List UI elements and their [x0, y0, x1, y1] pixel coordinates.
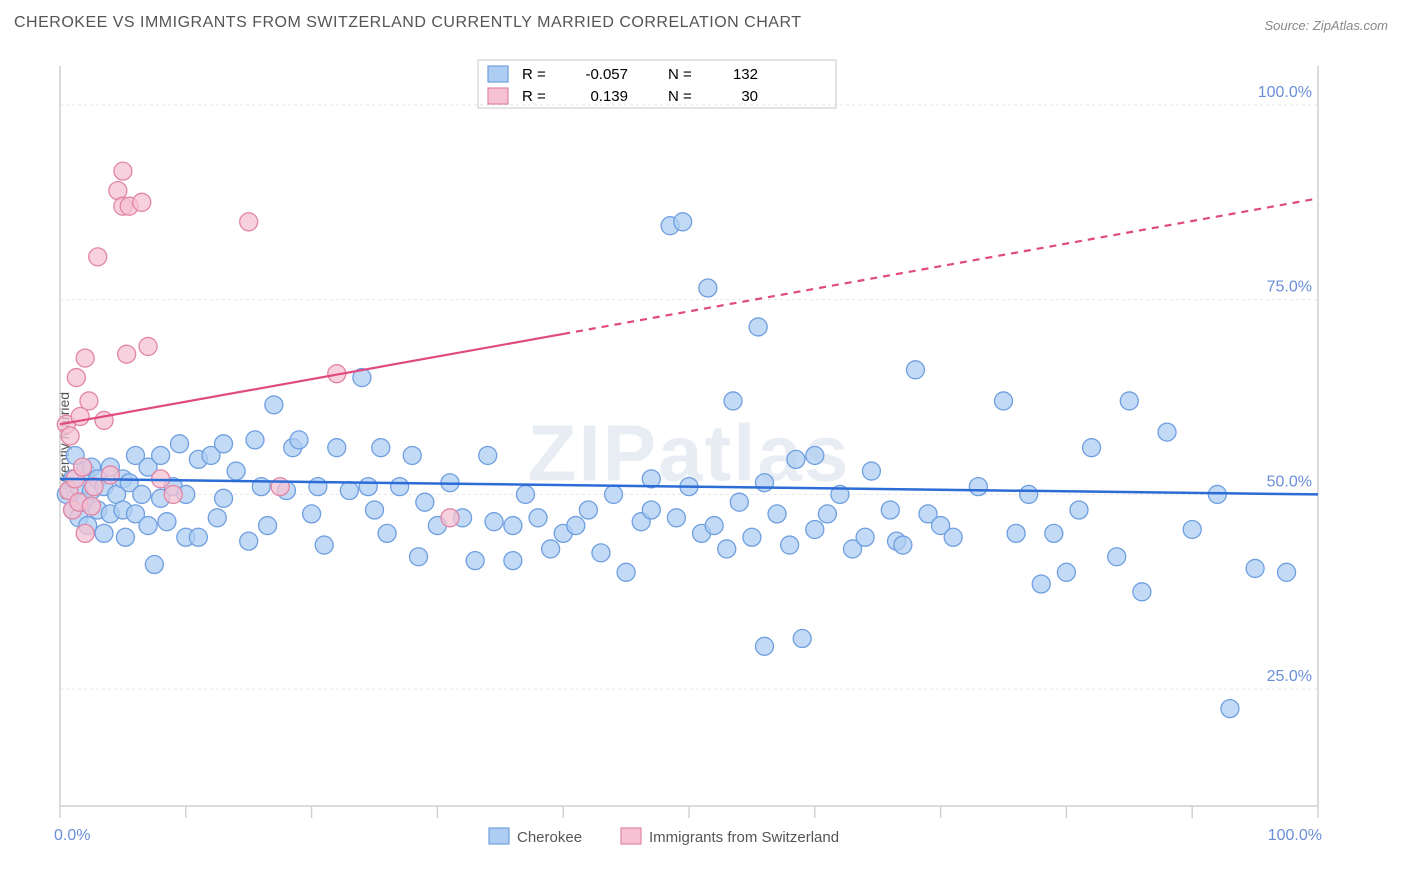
svg-text:Cherokee: Cherokee: [517, 829, 582, 846]
svg-text:-0.057: -0.057: [585, 66, 628, 83]
scatter-plot: ZIPatlas25.0%50.0%75.0%100.0%0.0%100.0%R…: [48, 54, 1368, 824]
chart-svg: ZIPatlas25.0%50.0%75.0%100.0%0.0%100.0%R…: [48, 54, 1368, 880]
svg-text:50.0%: 50.0%: [1267, 473, 1312, 490]
svg-text:100.0%: 100.0%: [1268, 827, 1322, 844]
svg-text:Immigrants from Switzerland: Immigrants from Switzerland: [649, 829, 839, 846]
source-label: Source: ZipAtlas.com: [1264, 18, 1388, 33]
svg-text:N =: N =: [668, 88, 692, 105]
chart-title: CHEROKEE VS IMMIGRANTS FROM SWITZERLAND …: [14, 14, 802, 32]
svg-text:0.0%: 0.0%: [54, 827, 90, 844]
svg-text:0.139: 0.139: [590, 88, 628, 105]
svg-text:100.0%: 100.0%: [1258, 84, 1312, 101]
svg-text:25.0%: 25.0%: [1267, 668, 1312, 685]
svg-text:132: 132: [733, 66, 758, 83]
svg-text:N =: N =: [668, 66, 692, 83]
svg-text:30: 30: [741, 88, 758, 105]
svg-text:75.0%: 75.0%: [1267, 279, 1312, 296]
svg-text:R =: R =: [522, 88, 546, 105]
svg-text:R =: R =: [522, 66, 546, 83]
